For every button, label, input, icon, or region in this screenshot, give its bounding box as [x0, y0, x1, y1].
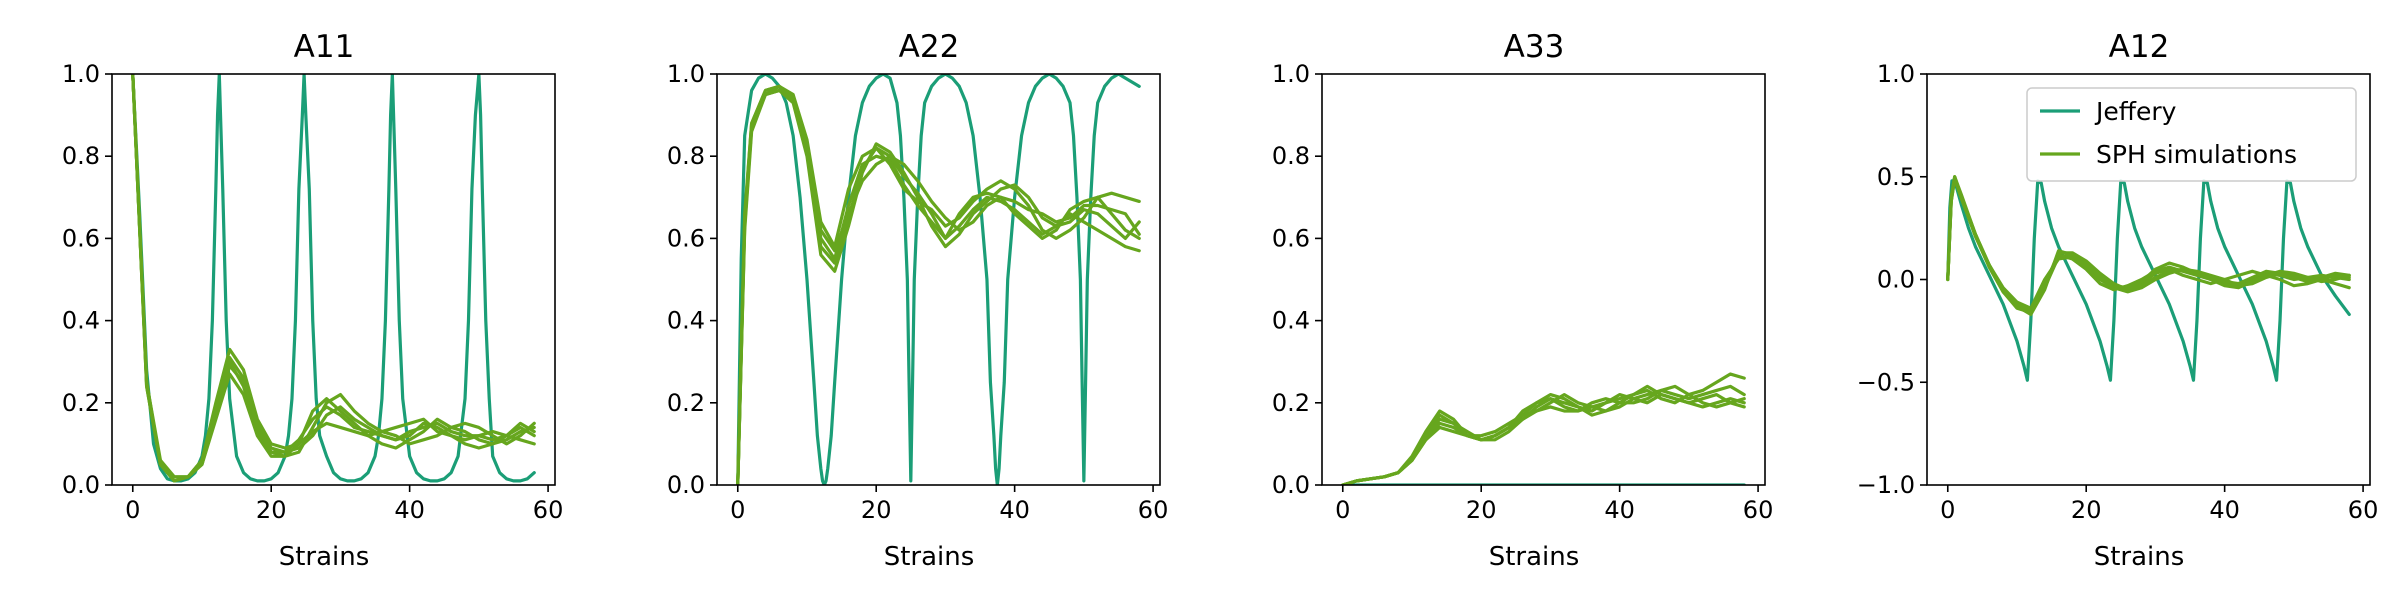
y-tick-label: 0.6	[667, 224, 705, 252]
x-tick-label: 40	[999, 496, 1030, 524]
x-tick-label: 60	[1138, 496, 1169, 524]
sph-line-5	[1946, 177, 2351, 312]
panel-a11: A11 Strains	[279, 29, 370, 572]
panel-title: A22	[899, 29, 960, 65]
plot-area-2: 0 20 40 60 0.0 0.2 0.4 0.6 0.8 1.0	[667, 60, 1169, 524]
x-tick-label: 20	[861, 496, 892, 524]
y-tick-label: 0.0	[1272, 471, 1310, 499]
axes-frame	[1321, 73, 1766, 486]
y-tick-label: 1.0	[1877, 60, 1915, 88]
sph-line-4	[131, 74, 536, 483]
y-tick-label: −0.5	[1857, 368, 1915, 396]
x-axis-label: Strains	[279, 542, 370, 572]
y-tick-label: 0.4	[1272, 307, 1310, 335]
panel-title: A33	[1504, 29, 1565, 65]
x-tick-label: 20	[1466, 496, 1497, 524]
series-group	[1946, 175, 2351, 382]
x-tick-label: 20	[256, 496, 287, 524]
x-tick-label: 60	[533, 496, 564, 524]
panel-title: A11	[294, 29, 355, 65]
y-tick-label: 0.5	[1877, 163, 1915, 191]
y-tick-label: 0.4	[667, 307, 705, 335]
sph-line-3	[1946, 175, 2351, 310]
y-tick-label: 0.8	[62, 142, 100, 170]
panel-a22: A22 Strains	[884, 29, 975, 572]
legend-jeffery-label: Jeffery	[2094, 97, 2177, 126]
plot-area-1: 0 20 40 60 0.0 0.2 0.4 0.6 0.8 1.0	[62, 60, 564, 524]
y-tick-label: 0.2	[1272, 389, 1310, 417]
plot-area-3: 0 20 40 60 0.0 0.2 0.4 0.6 0.8 1.0	[1272, 60, 1774, 524]
y-tick-label: 0.2	[667, 389, 705, 417]
x-tick-label: 40	[2209, 496, 2240, 524]
x-tick-label: 0	[1335, 496, 1350, 524]
x-axis-label: Strains	[1489, 542, 1580, 572]
legend-sph-label: SPH simulations	[2096, 140, 2297, 169]
x-tick-label: 40	[394, 496, 425, 524]
x-axis-label: Strains	[884, 542, 975, 572]
legend-frame	[2026, 87, 2357, 182]
x-tick-label: 0	[730, 496, 745, 524]
axes-frame	[111, 73, 556, 486]
jeffery-line	[736, 74, 1141, 485]
y-tick-label: 0.8	[667, 142, 705, 170]
y-tick-label: 1.0	[1272, 60, 1310, 88]
y-tick-label: 0.8	[1272, 142, 1310, 170]
y-tick-label: 0.4	[62, 307, 100, 335]
y-tick-label: −1.0	[1857, 471, 1915, 499]
y-tick-label: 0.2	[62, 389, 100, 417]
jeffery-line	[1946, 179, 2351, 382]
x-axis-label: Strains	[2094, 542, 2185, 572]
x-tick-label: 40	[1604, 496, 1635, 524]
y-tick-label: 0.6	[1272, 224, 1310, 252]
x-tick-label: 20	[2071, 496, 2102, 524]
series-group	[736, 74, 1141, 485]
y-tick-label: 0.0	[62, 471, 100, 499]
sph-line-5	[1341, 384, 1746, 485]
plot-area-4: 0 20 40 60 −1.0 −0.5 0.0 0.5 1.0	[1857, 60, 2379, 524]
panel-a33: A33 Strains	[1489, 29, 1580, 572]
axes-frame	[716, 73, 1161, 486]
y-tick-label: 0.6	[62, 224, 100, 252]
y-tick-label: 0.0	[667, 471, 705, 499]
x-tick-label: 60	[2348, 496, 2379, 524]
y-tick-label: 0.0	[1877, 266, 1915, 294]
x-tick-label: 0	[125, 496, 140, 524]
y-tick-label: 1.0	[62, 60, 100, 88]
y-tick-label: 1.0	[667, 60, 705, 88]
legend: Jeffery SPH simulations	[2026, 87, 2357, 182]
sph-line-5	[131, 74, 536, 483]
sph-line-3	[736, 84, 1141, 485]
x-tick-label: 0	[1940, 496, 1955, 524]
panel-title: A12	[2109, 29, 2170, 65]
sph-line-1	[1946, 175, 2351, 312]
x-tick-label: 60	[1743, 496, 1774, 524]
series-group	[1341, 372, 1746, 485]
sph-line-5	[736, 84, 1141, 485]
jeffery-line	[131, 74, 536, 483]
series-group	[131, 74, 536, 483]
panel-a12: A12 Strains	[2094, 29, 2185, 572]
